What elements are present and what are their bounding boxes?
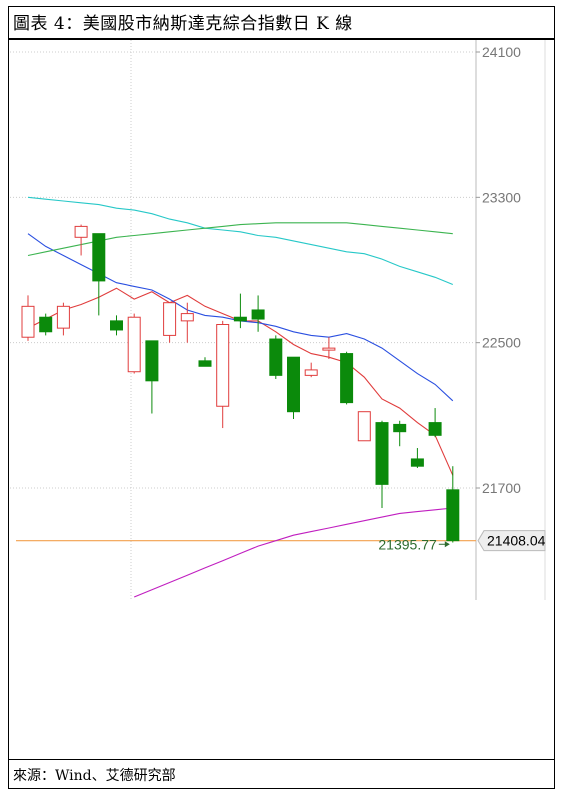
candle-body [56, 305, 70, 329]
candle-body [198, 360, 212, 367]
candle [251, 295, 265, 332]
low-marker-label: 21395.77 [378, 536, 437, 552]
candle [357, 411, 371, 442]
candle-body [180, 313, 194, 322]
candle-body [410, 458, 424, 467]
candle-body [21, 305, 35, 338]
candle [216, 320, 230, 429]
candle-body [428, 422, 442, 436]
grid-lines [10, 40, 546, 600]
title-divider [8, 38, 555, 40]
candle-body [375, 422, 389, 485]
candle [287, 356, 300, 419]
candle-body [216, 324, 230, 407]
y-tick-label: 21700 [482, 480, 521, 496]
candle-body [304, 369, 318, 376]
y-tick-label: 24100 [482, 44, 521, 60]
candle [269, 335, 283, 379]
candle [322, 337, 336, 360]
last-price-label: 21408.04 [487, 533, 546, 549]
candle [304, 362, 318, 378]
y-tick-label: 22500 [482, 335, 521, 351]
candle-body [322, 347, 336, 351]
ma60-line [27, 222, 453, 257]
candle [428, 408, 442, 438]
candle [233, 293, 247, 329]
candle [340, 351, 354, 405]
candle [410, 448, 424, 469]
candle-body [110, 320, 123, 331]
candle [393, 420, 407, 447]
price-labels: 24100 23300 22500 21700 21395.77 21408.04 [378, 44, 545, 552]
candle-body [39, 316, 53, 333]
low-marker-arrowhead [444, 541, 450, 548]
candle [127, 313, 141, 374]
candle [74, 224, 88, 256]
candles [21, 224, 460, 543]
chart-frame [8, 6, 555, 789]
candle-body [287, 356, 300, 413]
candle-body [163, 302, 177, 336]
ma250-line [133, 507, 453, 598]
candle [163, 302, 177, 343]
candle-body [340, 353, 354, 404]
candle-body [145, 340, 159, 382]
candle-body [269, 338, 283, 376]
candle-body [446, 489, 460, 542]
candle-body [393, 423, 407, 433]
candle [446, 466, 460, 543]
y-tick-label: 23300 [482, 189, 521, 205]
candle [39, 313, 53, 336]
candle [145, 340, 159, 414]
candle-body [127, 316, 141, 373]
candle [375, 420, 389, 508]
candle [21, 295, 35, 341]
last-price-tag [477, 530, 546, 552]
candle-body [74, 225, 88, 238]
source-divider [8, 759, 555, 760]
candle [56, 302, 70, 336]
candle [92, 233, 106, 316]
chart-title: 圖表 4：美國股市納斯達克綜合指數日 K 線 [13, 14, 353, 34]
candle-body [357, 411, 371, 442]
candle [110, 315, 123, 336]
candle-body [233, 316, 247, 322]
ma20-line [27, 196, 454, 286]
candle [180, 302, 194, 343]
candle [198, 357, 212, 367]
candle-body [251, 309, 265, 320]
candle-body [92, 233, 106, 282]
source-note: 來源：Wind、艾德研究部 [13, 768, 176, 784]
